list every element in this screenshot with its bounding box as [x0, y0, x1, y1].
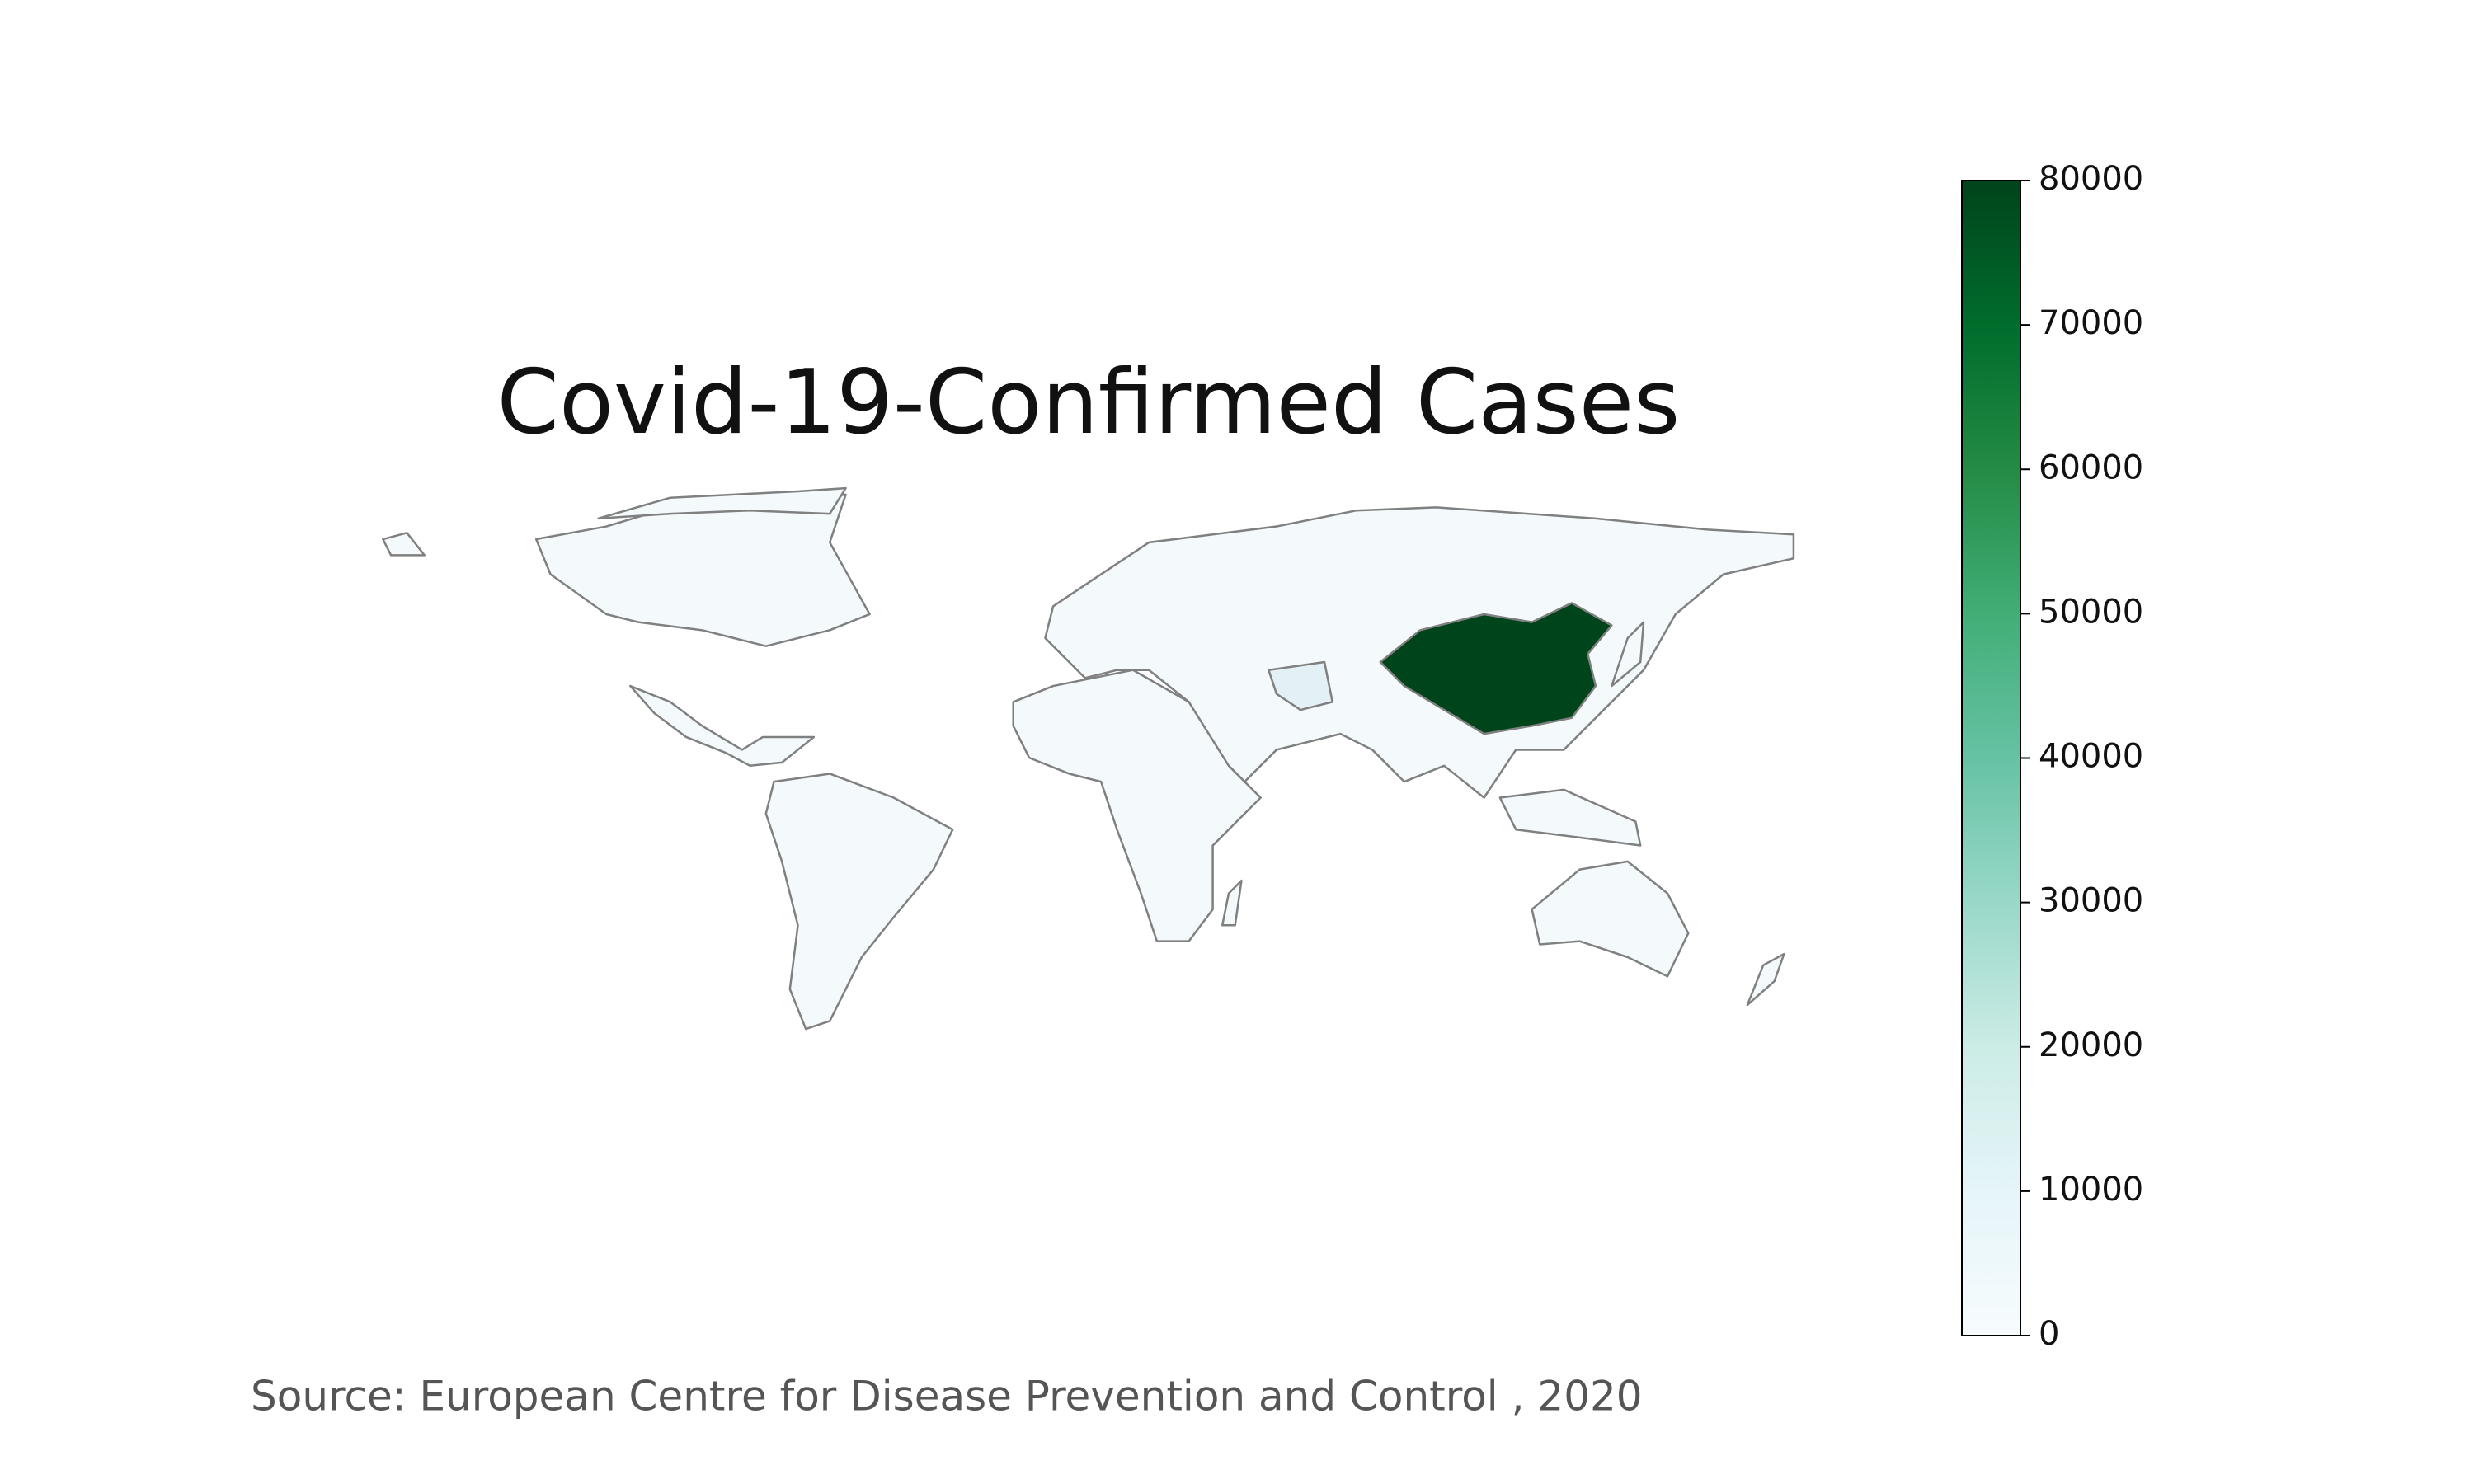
colorbar-tick-label: 40000 — [2039, 738, 2143, 776]
colorbar-tick-label: 70000 — [2039, 304, 2143, 342]
japan — [1611, 621, 1645, 688]
north-america — [534, 493, 871, 647]
world-map — [382, 486, 1795, 1031]
colorbar-scale — [1961, 180, 2021, 1336]
colorbar: 0 10000 20000 30000 40000 50000 60000 70000 8000… — [1961, 160, 2143, 1353]
africa — [1012, 669, 1262, 942]
australia — [1531, 860, 1690, 978]
madagascar — [1221, 879, 1243, 927]
map-title: Covid-19-Confirmed Cases — [497, 351, 1681, 454]
colorbar-tick-label: 60000 — [2039, 448, 2143, 486]
source-note: Source: European Centre for Disease Prev… — [251, 1373, 1643, 1421]
china — [1379, 602, 1613, 735]
colorbar-tick-label: 30000 — [2039, 882, 2143, 920]
colorbar-tick-label: 0 — [2039, 1315, 2059, 1353]
colorbar-tick-label: 10000 — [2039, 1171, 2143, 1209]
southeast-asia-islands — [1498, 788, 1642, 847]
new-zealand — [1746, 952, 1785, 1007]
colorbar-tick-label: 80000 — [2039, 160, 2143, 198]
alaska — [382, 532, 426, 556]
colorbar-tick-label: 50000 — [2039, 593, 2143, 631]
colorbar-tick-label: 20000 — [2039, 1026, 2143, 1064]
south-america — [764, 773, 954, 1031]
iran — [1268, 660, 1333, 711]
central-america — [629, 684, 816, 768]
arctic-islands — [597, 486, 847, 520]
